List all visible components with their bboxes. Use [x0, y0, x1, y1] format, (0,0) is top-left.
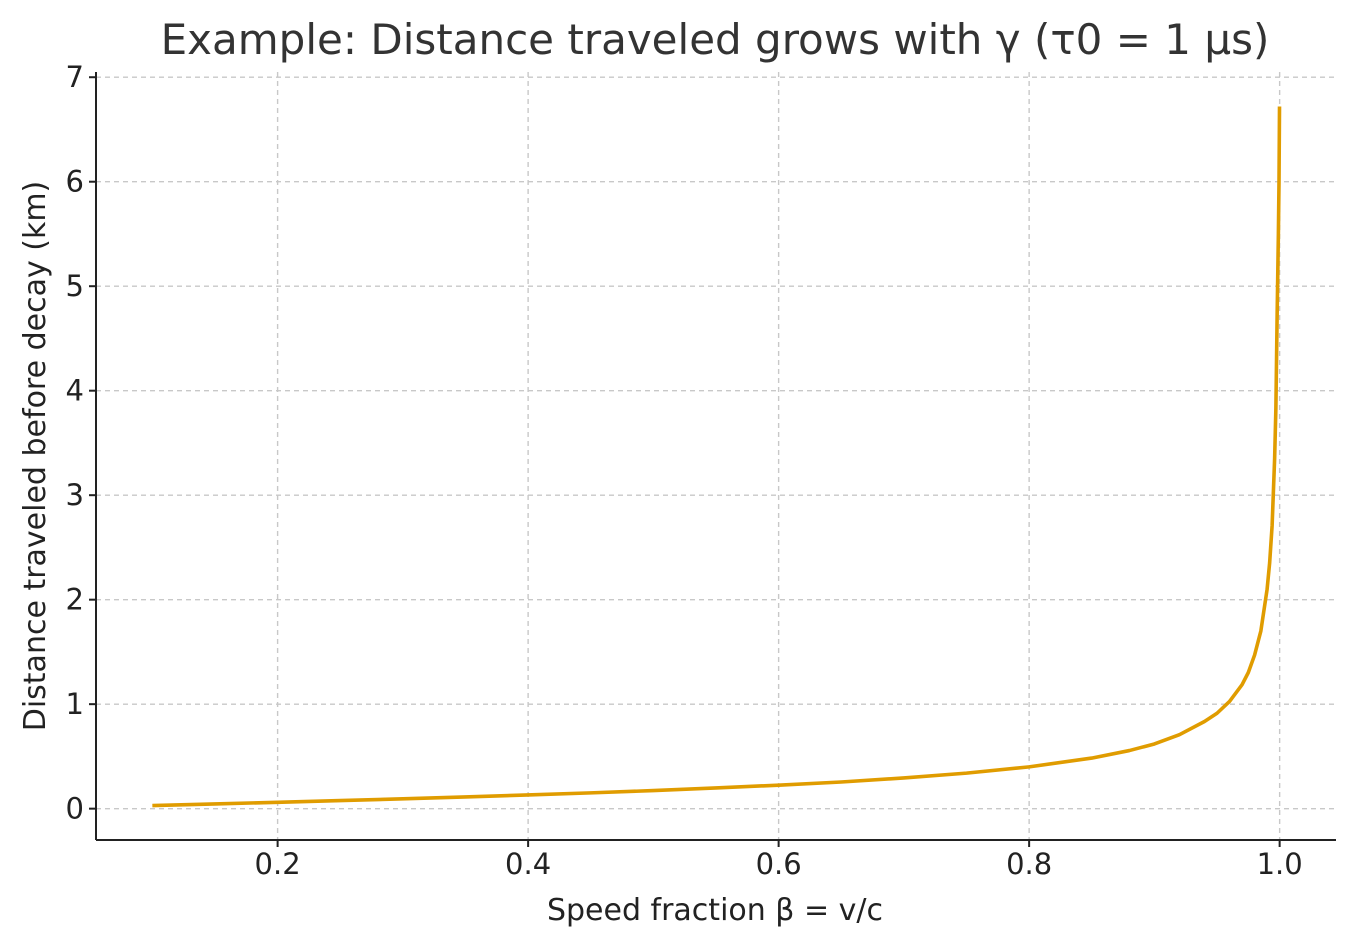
- tick-layer: 0.2 0.4 0.6 0.8 1.0 0 1 2 3 4 5 6 7: [66, 60, 1303, 881]
- series-layer: [152, 106, 1282, 808]
- x-tick-label: 1.0: [1257, 847, 1303, 881]
- y-tick-label: 2: [66, 583, 84, 617]
- y-tick-label: 1: [66, 687, 84, 721]
- grid-layer: [96, 72, 1336, 840]
- x-tick-label: 0.4: [505, 847, 551, 881]
- y-tick-label: 5: [66, 269, 84, 303]
- x-tick-label: 0.2: [255, 847, 301, 881]
- y-tick-label: 4: [66, 374, 84, 408]
- axes-layer: [95, 72, 1336, 841]
- y-tick-label: 3: [66, 478, 84, 512]
- x-tick-label: 0.6: [756, 847, 802, 881]
- x-axis-label: Speed fraction β = v/c: [547, 893, 883, 928]
- x-tick-label: 0.8: [1006, 847, 1052, 881]
- y-tick-label: 7: [66, 60, 84, 94]
- series-line: [152, 106, 1282, 808]
- y-tick-label: 6: [66, 165, 84, 199]
- y-tick-label: 0: [66, 792, 84, 826]
- y-axis-label: Distance traveled before decay (km): [18, 181, 53, 732]
- chart-title: Example: Distance traveled grows with γ …: [161, 15, 1270, 64]
